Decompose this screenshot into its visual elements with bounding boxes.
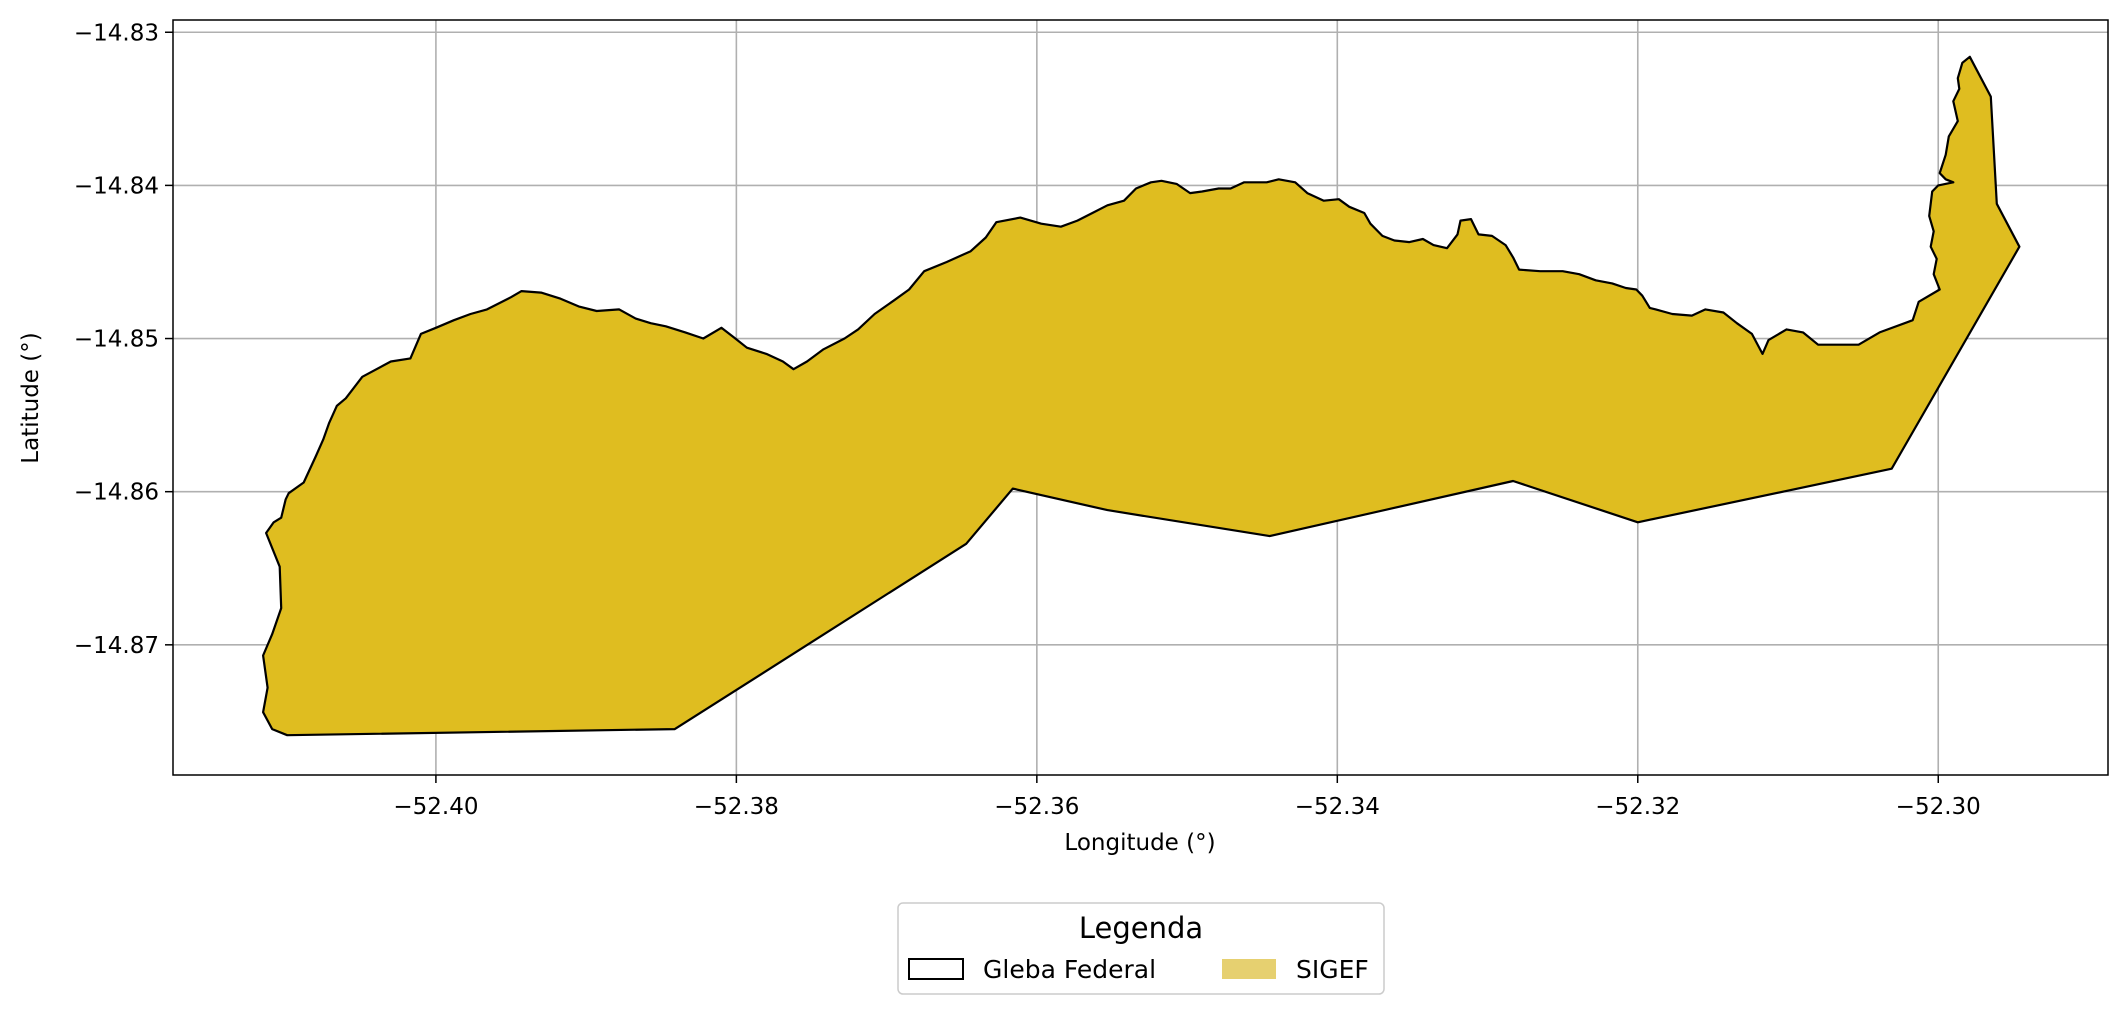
y-tick-label: −14.86	[74, 480, 159, 506]
legend-swatch-gleba-federal	[908, 958, 964, 980]
legend-label-gleba-federal: Gleba Federal	[983, 955, 1156, 984]
axis-ticks: −52.40 −52.38 −52.36 −52.34 −52.32 −52.30 −14.…	[74, 20, 1981, 820]
legend-title: Legenda	[1079, 911, 1203, 945]
y-tick-label: −14.87	[74, 633, 159, 659]
x-axis-title: Longitude (°)	[1064, 830, 1215, 856]
legend-label-sigef: SIGEF	[1296, 955, 1369, 984]
x-tick-label: −52.34	[1295, 794, 1380, 820]
y-tick-label: −14.85	[74, 327, 159, 353]
legend: Legenda Gleba Federal SIGEF	[897, 902, 1385, 995]
x-tick-label: −52.40	[393, 794, 478, 820]
x-tick-label: −52.38	[694, 794, 779, 820]
sigef-area-polygon	[262, 55, 2021, 737]
x-tick-label: −52.36	[994, 794, 1079, 820]
x-tick-label: −52.32	[1595, 794, 1680, 820]
x-tick-label: −52.30	[1896, 794, 1981, 820]
y-tick-label: −14.83	[74, 20, 159, 46]
y-axis-title: Latitude (°)	[18, 332, 44, 463]
legend-swatch-sigef	[1222, 959, 1276, 979]
y-tick-label: −14.84	[74, 173, 159, 199]
plot-frame	[172, 19, 2109, 776]
sigef-area-layer	[262, 55, 2021, 737]
